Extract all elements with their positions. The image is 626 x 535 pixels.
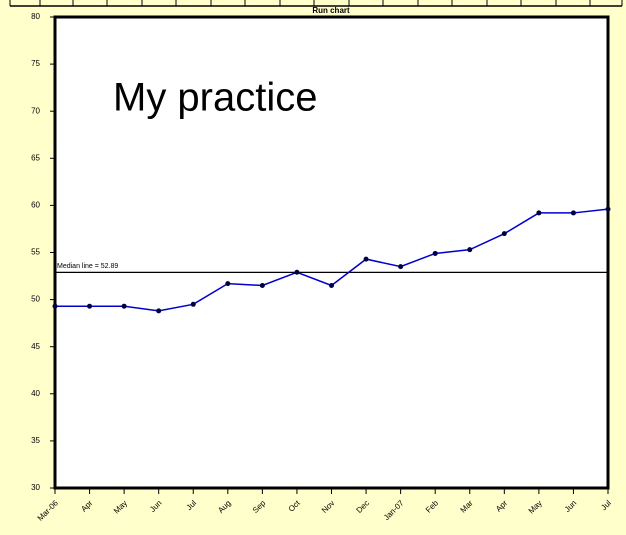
y-tick-label: 65 <box>31 153 40 162</box>
data-point <box>329 282 334 288</box>
y-tick-label: 75 <box>31 59 40 68</box>
data-point <box>363 256 369 262</box>
data-point <box>467 247 473 253</box>
data-point <box>52 303 58 309</box>
data-point <box>605 206 611 212</box>
y-tick-label: 35 <box>31 436 40 445</box>
plot-area <box>53 15 610 490</box>
y-tick-label: 40 <box>31 389 40 398</box>
chart-title: Run chart <box>312 6 350 15</box>
data-point <box>432 250 438 256</box>
y-tick-label: 80 <box>31 12 40 21</box>
y-tick-label: 45 <box>31 342 40 351</box>
data-point <box>225 281 231 287</box>
y-tick-label: 55 <box>31 248 40 257</box>
data-point <box>570 210 576 216</box>
data-point <box>536 210 542 216</box>
data-point <box>121 303 127 309</box>
y-tick-label: 50 <box>31 295 40 304</box>
data-point <box>294 269 300 275</box>
data-point <box>259 282 265 288</box>
data-point <box>398 264 404 270</box>
data-point <box>156 308 162 314</box>
data-point <box>87 303 93 309</box>
data-point <box>501 231 507 237</box>
top-strip <box>9 0 623 7</box>
annotation: My practice <box>113 76 318 120</box>
y-tick-label: 30 <box>31 483 40 492</box>
y-tick-label: 60 <box>31 201 40 210</box>
y-tick-label: 70 <box>31 106 40 115</box>
median-label: Median line = 52.89 <box>57 263 118 270</box>
data-point <box>190 301 196 307</box>
